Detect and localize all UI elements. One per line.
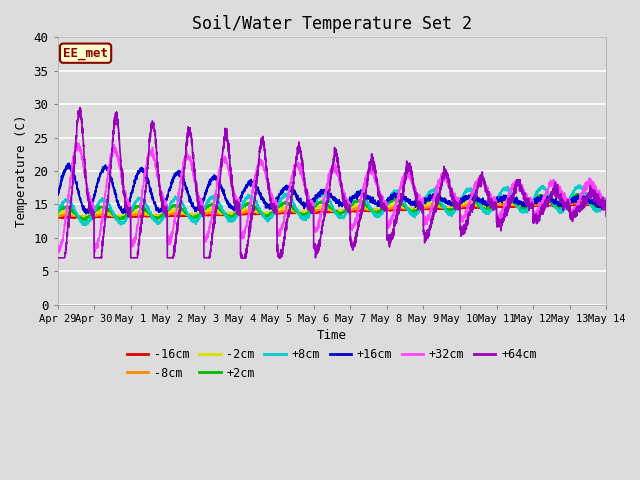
X-axis label: Time: Time (317, 329, 347, 342)
Legend: -16cm, -8cm, -2cm, +2cm, +8cm, +16cm, +32cm, +64cm: -16cm, -8cm, -2cm, +2cm, +8cm, +16cm, +3… (122, 343, 541, 384)
Text: EE_met: EE_met (63, 47, 108, 60)
Title: Soil/Water Temperature Set 2: Soil/Water Temperature Set 2 (192, 15, 472, 33)
Y-axis label: Temperature (C): Temperature (C) (15, 115, 28, 227)
